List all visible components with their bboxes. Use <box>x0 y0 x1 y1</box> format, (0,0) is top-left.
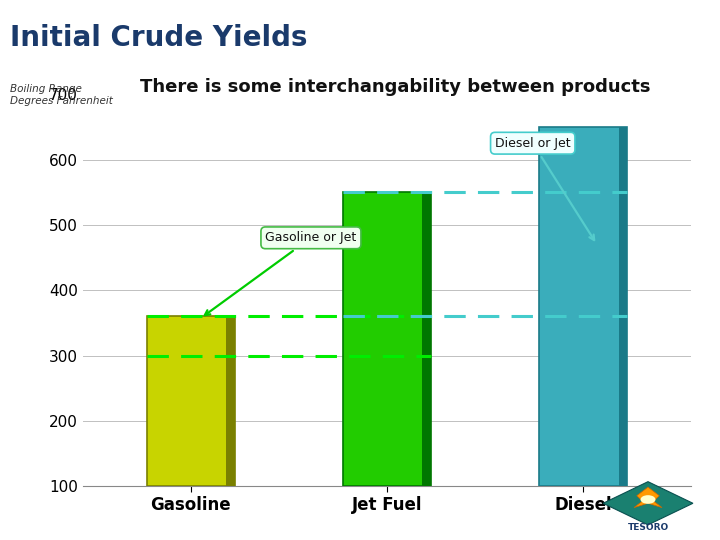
Text: Boiling Range
Degrees Fahrenheit: Boiling Range Degrees Fahrenheit <box>10 84 113 106</box>
Bar <box>226 316 235 486</box>
Text: Diesel or Jet: Diesel or Jet <box>495 137 594 240</box>
Bar <box>147 316 235 486</box>
Text: TESORO: TESORO <box>627 523 669 532</box>
Text: There is some interchangability between products: There is some interchangability between … <box>140 78 651 96</box>
Bar <box>539 127 627 486</box>
Circle shape <box>641 495 655 504</box>
Bar <box>343 192 431 486</box>
Polygon shape <box>603 482 693 525</box>
Polygon shape <box>634 487 662 508</box>
Bar <box>618 127 627 486</box>
Text: Gasoline or Jet: Gasoline or Jet <box>204 231 356 315</box>
Bar <box>423 192 431 486</box>
Text: Initial Crude Yields: Initial Crude Yields <box>10 24 307 52</box>
